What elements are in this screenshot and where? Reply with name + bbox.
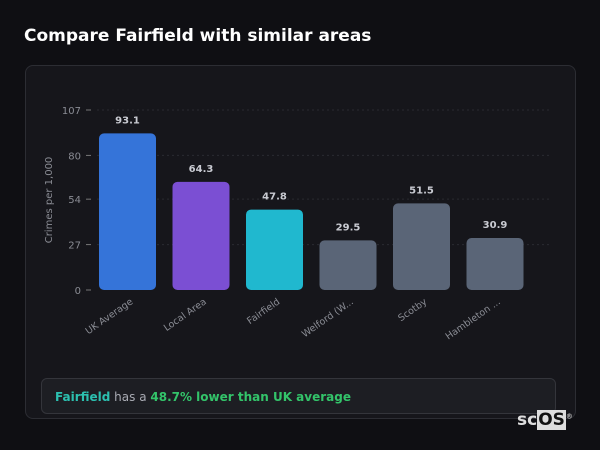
y-tick-label: 80 <box>68 151 81 162</box>
x-tick-label: UK Average <box>84 296 136 337</box>
x-tick-label: Scotby <box>396 296 429 324</box>
y-tick-label: 27 <box>68 241 81 252</box>
summary-area: Fairfield <box>55 390 111 404</box>
bar <box>393 203 450 290</box>
y-tick-label: 107 <box>62 106 81 117</box>
bar <box>246 209 303 290</box>
x-tick-label: Local Area <box>162 296 209 333</box>
brand-logo: scOS® <box>517 410 573 430</box>
page-title: Compare Fairfield with similar areas <box>24 26 372 46</box>
bar <box>319 240 377 290</box>
summary-comparison: 48.7% lower than UK average <box>150 390 351 404</box>
x-tick-label: Hambleton ... <box>444 296 503 342</box>
summary-box: Fairfield has a 48.7% lower than UK aver… <box>41 378 556 414</box>
data-label: 30.9 <box>483 220 508 231</box>
bar <box>466 238 524 290</box>
data-label: 47.8 <box>262 192 287 203</box>
data-label: 64.3 <box>189 164 214 175</box>
bar <box>172 181 230 290</box>
bar <box>99 133 156 290</box>
x-tick-label: Welford (W... <box>300 296 356 340</box>
data-label: 93.1 <box>115 115 140 126</box>
x-tick-label: Fairfield <box>245 296 282 327</box>
summary-middle: has a <box>110 390 151 404</box>
y-tick-label: 54 <box>68 195 81 206</box>
y-axis-label: Crimes per 1,000 <box>44 157 55 244</box>
data-label: 29.5 <box>336 222 361 233</box>
y-tick-label: 0 <box>75 286 81 297</box>
data-label: 51.5 <box>409 185 434 196</box>
